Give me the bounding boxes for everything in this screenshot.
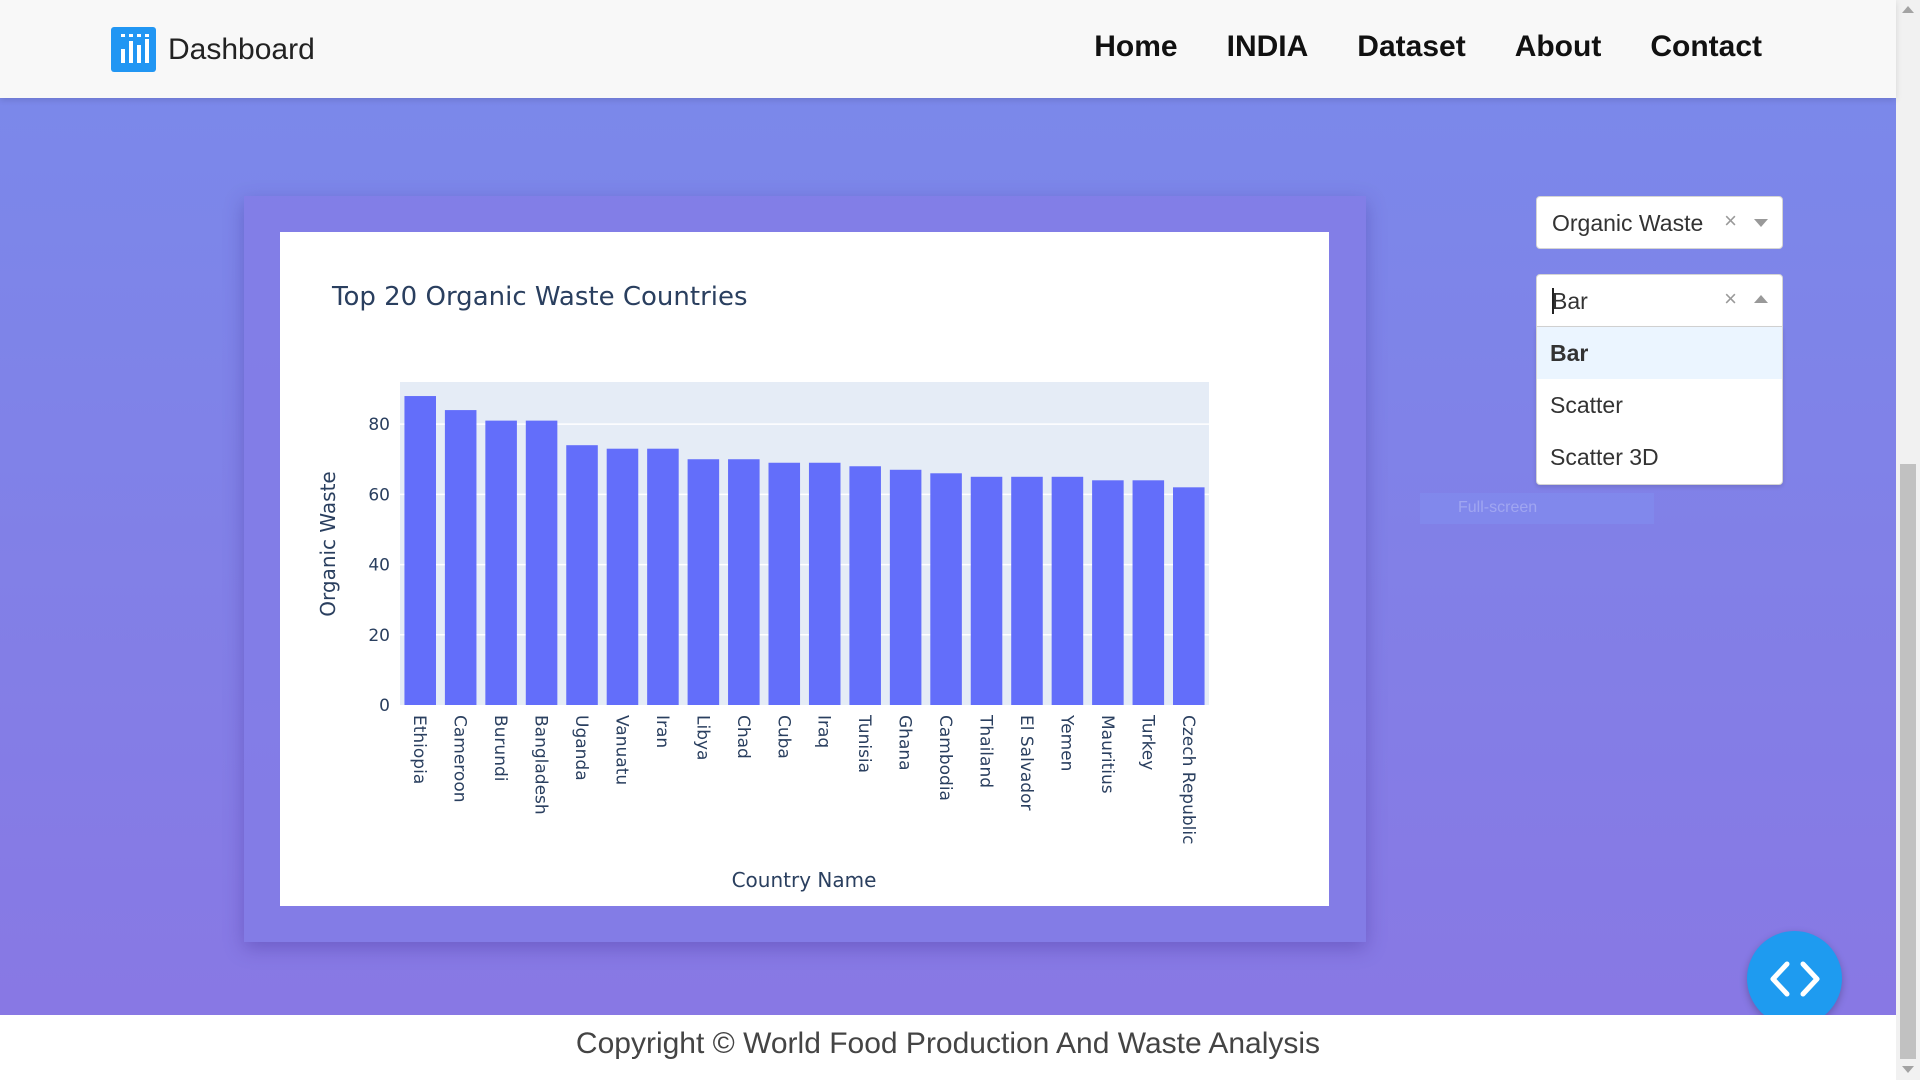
bar-burundi[interactable]	[485, 420, 517, 705]
bar-el-salvador[interactable]	[1011, 476, 1043, 705]
menu-option-scatter-3d[interactable]: Scatter 3D	[1550, 444, 1659, 470]
y-tick-label: 60	[368, 485, 390, 505]
x-tick-label: Iraq	[814, 715, 834, 748]
y-tick-label: 40	[368, 556, 390, 576]
metric-select[interactable]: Organic Waste ×	[1536, 196, 1783, 249]
bar-mauritius[interactable]	[1092, 480, 1124, 705]
x-tick-label: El Salvador	[1016, 715, 1036, 810]
y-tick-label: 0	[379, 696, 390, 716]
metric-select-value: Organic Waste	[1552, 210, 1704, 236]
menu-option-bar[interactable]: Bar	[1537, 327, 1782, 379]
bar-libya[interactable]	[687, 459, 720, 705]
navbar: Dashboard Home INDIA Dataset About Conta…	[0, 0, 1896, 98]
bar-bangladesh[interactable]	[525, 420, 558, 705]
scroll-thumb[interactable]	[1900, 464, 1916, 1059]
x-tick-label: Tunisia	[854, 714, 874, 773]
brand[interactable]: Dashboard	[111, 27, 315, 72]
x-tick-label: Ethiopia	[409, 715, 429, 784]
y-axis-label: Organic Waste	[316, 471, 340, 616]
x-tick-label: Thailand	[976, 714, 996, 788]
bar-iraq[interactable]	[808, 462, 841, 705]
plot-area	[400, 382, 1209, 705]
x-tick-label: Mauritius	[1097, 715, 1117, 794]
x-tick-label: Iran	[652, 715, 672, 748]
menu-option-scatter[interactable]: Scatter	[1550, 392, 1623, 418]
bar-czech-republic[interactable]	[1172, 487, 1205, 705]
x-tick-label: Cameroon	[450, 715, 470, 803]
x-tick-label: Ghana	[895, 715, 915, 771]
bar-vanuatu[interactable]	[606, 448, 639, 705]
nav-link-dataset[interactable]: Dataset	[1357, 30, 1466, 63]
bar-tunisia[interactable]	[849, 466, 881, 705]
nav-link-india[interactable]: INDIA	[1226, 30, 1309, 63]
code-toggle-button[interactable]	[1747, 931, 1842, 1026]
chevron-up-icon[interactable]	[1754, 295, 1768, 303]
bar-chart-icon	[111, 27, 156, 72]
fullscreen-hint: Full-screen	[1420, 493, 1654, 524]
x-tick-label: Vanuatu	[611, 715, 631, 785]
footer: Copyright © World Food Production And Wa…	[0, 1015, 1896, 1080]
bar-cuba[interactable]	[768, 462, 801, 705]
bar-cameroon[interactable]	[444, 410, 477, 705]
chevron-down-icon[interactable]	[1754, 219, 1768, 227]
copyright-text: Copyright © World Food Production And Wa…	[575, 1027, 1321, 1060]
bar-chart[interactable]: Top 20 Organic Waste Countries 0 20 40 60 80…	[280, 232, 1329, 906]
y-tick-label: 20	[368, 626, 390, 646]
bar-thailand[interactable]	[970, 476, 1003, 705]
bar-yemen[interactable]	[1051, 476, 1084, 705]
nav-link-about[interactable]: About	[1514, 30, 1602, 63]
x-tick-label: Burundi	[490, 715, 510, 782]
chart-type-select-value[interactable]: Bar	[1552, 288, 1588, 314]
code-icon	[1770, 961, 1820, 997]
chart-title: Top 20 Organic Waste Countries	[331, 282, 748, 312]
page-scrollbar[interactable]	[1896, 0, 1920, 1080]
x-tick-label: Libya	[692, 715, 712, 760]
bar-ethiopia[interactable]	[404, 396, 437, 705]
x-tick-label: Yemen	[1056, 714, 1076, 771]
brand-title: Dashboard	[168, 32, 315, 66]
x-tick-label: Uganda	[571, 715, 591, 781]
y-tick-label: 80	[368, 415, 390, 435]
chart-type-menu: Bar Scatter Scatter 3D	[1536, 327, 1783, 485]
x-tick-label: Bangladesh	[531, 715, 551, 815]
bar-uganda[interactable]	[566, 445, 598, 705]
x-axis-label: Country Name	[732, 868, 877, 892]
bar-ghana[interactable]	[889, 469, 922, 705]
bar-cambodia[interactable]	[930, 473, 962, 705]
scroll-up-icon[interactable]	[1902, 6, 1914, 13]
bar-turkey[interactable]	[1132, 480, 1165, 705]
x-tick-label: Chad	[733, 715, 753, 759]
chart-type-clear-icon[interactable]: ×	[1724, 286, 1737, 311]
text-caret	[1552, 288, 1554, 314]
x-tick-label: Czech Republic	[1178, 715, 1198, 844]
chart-plot[interactable]: Top 20 Organic Waste Countries 0 20 40 60 80…	[280, 232, 1329, 906]
chart-type-select[interactable]: Bar ×	[1536, 274, 1783, 327]
x-tick-label: Turkey	[1137, 714, 1157, 770]
nav-link-home[interactable]: Home	[1094, 30, 1178, 63]
scroll-down-icon[interactable]	[1902, 1066, 1914, 1073]
bar-iran[interactable]	[647, 448, 679, 705]
x-tick-label: Cuba	[773, 715, 793, 759]
x-tick-label: Cambodia	[935, 715, 955, 801]
nav-link-contact[interactable]: Contact	[1650, 30, 1762, 63]
chart-card: Top 20 Organic Waste Countries 0 20 40 60 80…	[244, 196, 1366, 942]
metric-clear-icon[interactable]: ×	[1724, 208, 1737, 233]
nav-links: Home INDIA Dataset About Contact	[1045, 30, 1762, 64]
main-content: Top 20 Organic Waste Countries 0 20 40 60 80…	[0, 98, 1896, 1015]
bar-chad[interactable]	[728, 459, 760, 705]
